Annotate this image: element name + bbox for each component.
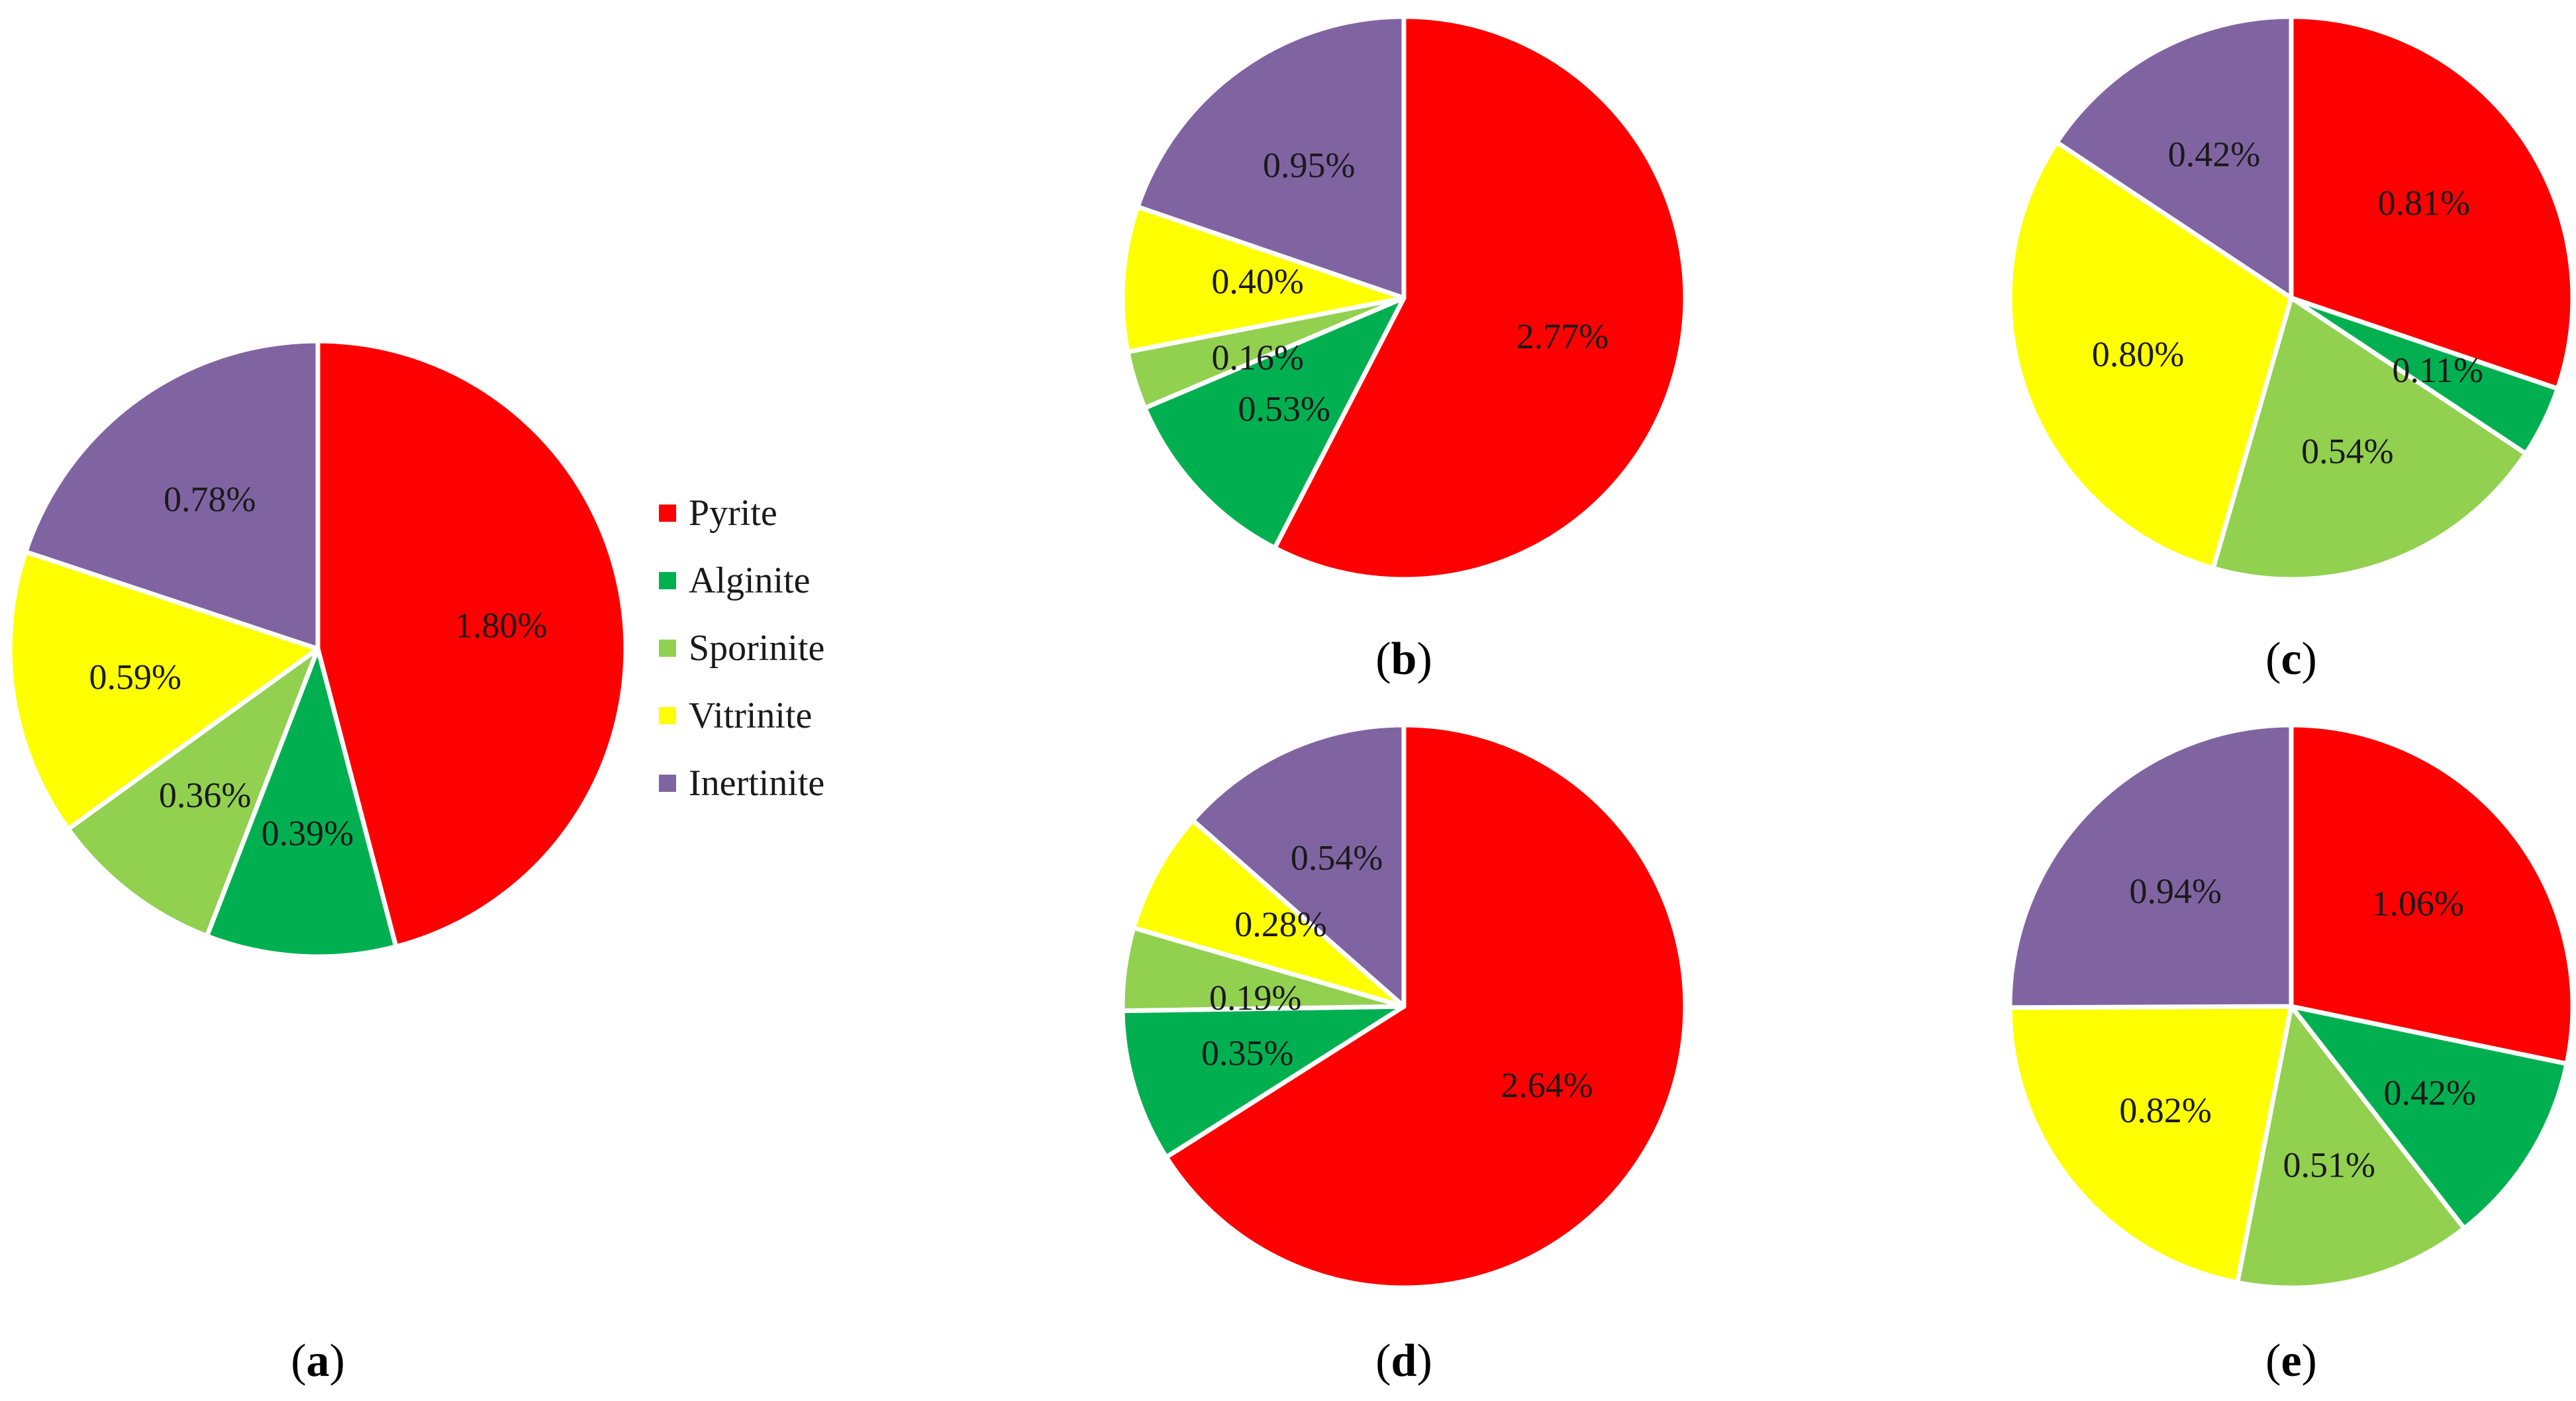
legend-swatch-alginite	[659, 572, 676, 589]
panel-caption-c: (c)	[2265, 634, 2317, 685]
legend-swatch-sporinite	[659, 640, 676, 657]
data-label-b-vitrinite: 0.40%	[1211, 262, 1303, 301]
data-label-b-pyrite: 2.77%	[1516, 316, 1609, 356]
data-label-c-alginite: 0.11%	[2392, 350, 2483, 390]
pie-panel-e: 1.06% 0.42%0.51% 0.82% 0.94% (e)	[2007, 722, 2575, 1386]
pie-slice-a-inertinite	[23, 338, 321, 652]
data-label-c-sporinite: 0.54%	[2301, 431, 2393, 471]
pie-slice-b-pyrite	[1272, 14, 1688, 582]
legend-item-pyrite: Pyrite	[659, 493, 777, 534]
pie-slice-e-alginite	[2289, 1004, 2569, 1231]
data-label-a-pyrite: 1.80%	[455, 605, 547, 645]
legend-label-vitrinite: Vitrinite	[689, 695, 812, 736]
pie-slice-a-sporinite	[66, 646, 321, 939]
legend-label-alginite: Alginite	[689, 560, 811, 601]
data-label-a-alginite: 0.39%	[262, 814, 354, 853]
pie-slice-d-vitrinite	[1131, 818, 1407, 1009]
pie-slice-e-sporinite	[2235, 1004, 2467, 1290]
data-label-e-pyrite: 1.06%	[2371, 884, 2463, 924]
pie-slice-b-inertinite	[1135, 14, 1407, 301]
panel-caption-a: (a)	[291, 1335, 345, 1386]
panel-caption-d: (d)	[1375, 1335, 1432, 1386]
data-label-e-vitrinite: 0.82%	[2119, 1090, 2211, 1130]
data-label-b-alginite: 0.53%	[1238, 389, 1330, 429]
legend-label-pyrite: Pyrite	[689, 493, 777, 534]
pie-slice-a-pyrite	[315, 338, 628, 949]
pie-slice-c-vitrinite	[2007, 140, 2294, 571]
pie-panel-d: 2.64% 0.35% 0.19% 0.28% 0.54% (d)	[1120, 722, 1688, 1386]
pie-slice-e-inertinite	[2007, 722, 2294, 1010]
legend-swatch-vitrinite	[659, 707, 676, 724]
data-label-e-alginite: 0.42%	[2383, 1073, 2475, 1112]
pie-slice-d-inertinite	[1190, 722, 1407, 1009]
data-label-e-sporinite: 0.51%	[2283, 1145, 2375, 1185]
pie-slice-e-vitrinite	[2007, 1004, 2294, 1285]
panel-caption-b: (b)	[1375, 634, 1432, 685]
legend-item-sporinite: Sporinite	[659, 628, 824, 669]
pie-panel-a: 1.80% 0.39% 0.36% 0.59% 0.78% (a)	[7, 338, 628, 1386]
pie-slice-b-vitrinite	[1120, 204, 1407, 354]
legend-item-inertinite: Inertinite	[659, 763, 824, 804]
legend-label-inertinite: Inertinite	[689, 763, 824, 804]
pie-slice-b-alginite	[1142, 295, 1407, 551]
data-label-a-sporinite: 0.36%	[159, 775, 251, 815]
data-label-c-inertinite: 0.42%	[2168, 134, 2260, 174]
data-label-d-pyrite: 2.64%	[1501, 1065, 1593, 1105]
legend: Pyrite Alginite Sporinite Vitrinite Inertini…	[659, 493, 824, 804]
data-label-d-alginite: 0.35%	[1201, 1034, 1293, 1073]
data-label-e-inertinite: 0.94%	[2130, 871, 2222, 911]
legend-item-vitrinite: Vitrinite	[659, 695, 812, 736]
pie-slice-c-pyrite	[2289, 14, 2575, 391]
pie-slice-c-sporinite	[2210, 295, 2528, 582]
pie-panel-b: 2.77% 0.53% 0.16% 0.40% 0.95% (b)	[1120, 14, 1688, 685]
data-label-a-vitrinite: 0.59%	[89, 657, 181, 697]
pie-slice-d-alginite	[1120, 1004, 1407, 1160]
data-label-b-sporinite: 0.16%	[1212, 338, 1304, 377]
data-label-b-inertinite: 0.95%	[1263, 145, 1355, 185]
legend-swatch-pyrite	[659, 505, 676, 522]
pie-slice-a-vitrinite	[7, 549, 321, 832]
legend-label-sporinite: Sporinite	[689, 628, 824, 669]
data-label-d-vitrinite: 0.28%	[1234, 904, 1326, 944]
legend-swatch-inertinite	[659, 775, 676, 792]
data-label-d-inertinite: 0.54%	[1291, 838, 1383, 877]
data-label-d-sporinite: 0.19%	[1209, 978, 1301, 1018]
data-label-c-vitrinite: 0.80%	[2092, 334, 2184, 374]
pie-slice-e-pyrite	[2289, 722, 2575, 1067]
pie-panel-c: 0.81% 0.11% 0.54% 0.80% 0.42% (c)	[2007, 14, 2575, 685]
legend-item-alginite: Alginite	[659, 560, 811, 601]
data-label-c-pyrite: 0.81%	[2378, 183, 2470, 223]
panel-caption-e: (e)	[2265, 1335, 2317, 1386]
data-label-a-inertinite: 0.78%	[164, 479, 256, 519]
pie-slice-d-pyrite	[1164, 722, 1688, 1290]
pie-slice-a-alginite	[204, 646, 399, 959]
pie-slice-c-inertinite	[2054, 14, 2294, 301]
